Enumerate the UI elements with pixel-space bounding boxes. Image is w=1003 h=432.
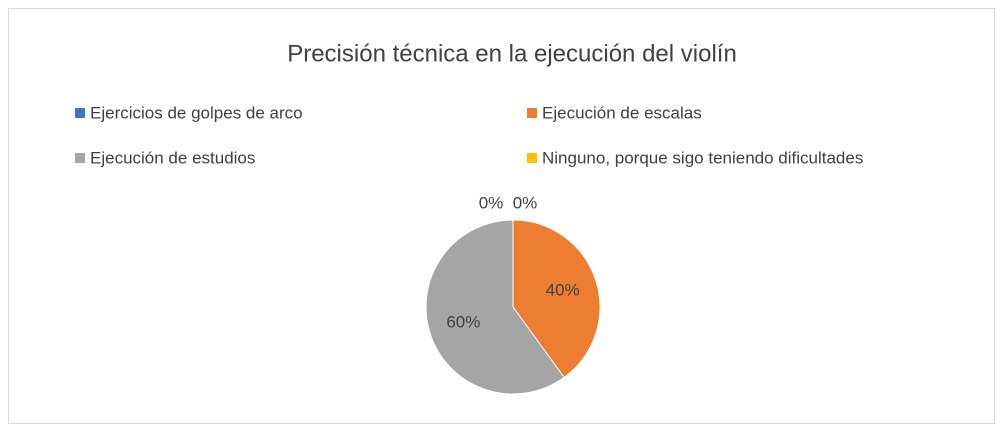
legend-swatch — [75, 108, 85, 118]
legend-label: Ninguno, porque sigo teniendo dificultad… — [542, 148, 863, 167]
legend-swatch — [527, 108, 537, 118]
legend-label: Ejercicios de golpes de arco — [90, 103, 303, 122]
data-label: 0% — [479, 193, 504, 212]
pie-slice — [425, 219, 565, 395]
data-label: 60% — [446, 313, 480, 332]
legend-label: Ejecución de escalas — [542, 103, 702, 122]
data-label: 40% — [546, 280, 580, 299]
chart-title: Precisión técnica en la ejecución del vi… — [287, 40, 737, 67]
pie-slice — [512, 219, 601, 379]
legend-swatch — [527, 153, 537, 163]
data-label: 0% — [513, 193, 538, 212]
legend-label: Ejecución de estudios — [90, 148, 255, 167]
legend-swatch — [75, 153, 85, 163]
